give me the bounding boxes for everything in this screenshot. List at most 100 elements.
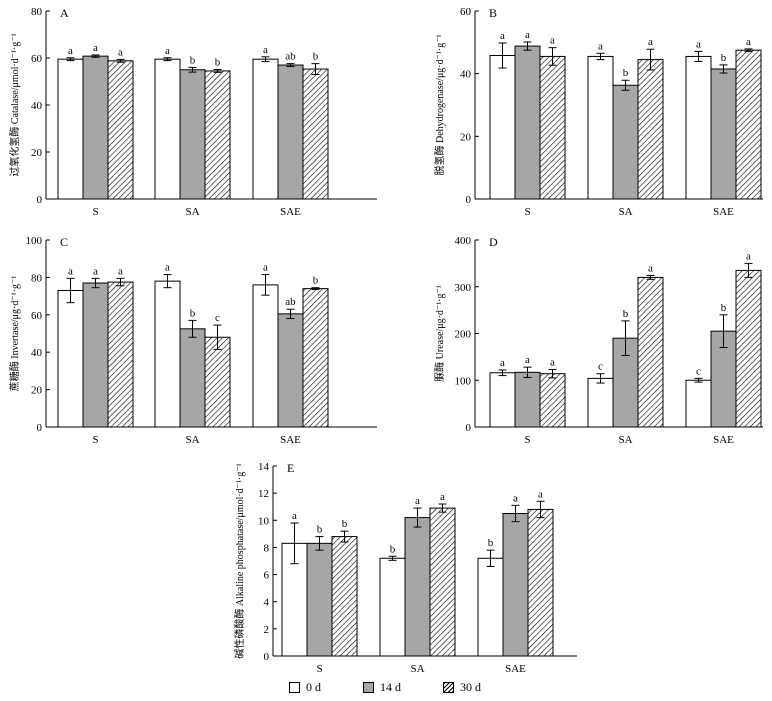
panel-D-sig-letter-SAE-0d: c xyxy=(696,365,701,377)
panel-A-ylabel: 过氧化氢酶 Catalase/μmol·d⁻¹·g⁻¹ xyxy=(8,33,21,176)
panel-E-ytick-label-4: 4 xyxy=(264,597,270,609)
panel-D-sig-letter-S-0d: a xyxy=(500,357,505,369)
panel-D-ytick-label-200: 200 xyxy=(455,329,472,341)
panel-A-ytick-label-40: 40 xyxy=(31,100,43,112)
panel-B-ytick-label-0: 0 xyxy=(466,194,472,206)
panel-C-xtick-label-S: S xyxy=(92,434,98,446)
panel-D-sig-letter-SAE-30d: a xyxy=(746,250,751,262)
panel-B-sig-letter-S-0d: a xyxy=(500,30,505,42)
panel-E-bar-SAE-30d xyxy=(527,508,554,657)
panel-C-ytick-label-0: 0 xyxy=(37,422,43,434)
panel-E-ylabel: 碱性磷酸酶 Alkaline phosphatase/μmol·d⁻¹·g⁻¹ xyxy=(233,463,246,658)
panel-E-bar-SA-0d xyxy=(379,557,406,657)
panel-C-sig-letter-SAE-30d: b xyxy=(313,275,319,287)
panel-D-bar-SAE-0d xyxy=(685,379,712,428)
panel-E-sig-letter-S-14d: b xyxy=(317,524,323,536)
panel-E-ytick-label-10: 10 xyxy=(258,515,270,527)
panel-E-sig-letter-SA-0d: b xyxy=(390,543,396,555)
panel-C-bar-SAE-0d xyxy=(252,284,279,428)
panel-B-xtick-label-SAE: SAE xyxy=(713,206,734,218)
panel-B-ytick-label-40: 40 xyxy=(460,69,472,81)
panel-B-sig-letter-SAE-30d: a xyxy=(746,36,751,48)
panel-A-xtick-label-SA: SA xyxy=(185,206,199,218)
legend-item-30d: 30 d xyxy=(443,680,481,695)
panel-A-ytick-label-0: 0 xyxy=(37,194,43,206)
panel-E-ytick-label-2: 2 xyxy=(264,624,270,636)
panel-B-bar-SA-14d xyxy=(612,84,639,200)
panel-E-sig-letter-S-30d: b xyxy=(342,518,348,530)
panel-A-ytick-label-20: 20 xyxy=(31,147,43,159)
panel-D-xtick-label-SA: SA xyxy=(618,434,632,446)
panel-C-ytick-label-80: 80 xyxy=(31,272,43,284)
panel-A-bar-SA-30d xyxy=(204,70,231,200)
panel-A-bar-SA-0d xyxy=(154,58,181,200)
panel-E-ytick-label-6: 6 xyxy=(264,570,270,582)
panel-E-xtick-label-S: S xyxy=(316,663,322,675)
panel-A-sig-letter-S-14d: a xyxy=(93,42,98,54)
panel-E-bar-SA-30d xyxy=(429,507,456,657)
panel-E-ytick-label-14: 14 xyxy=(258,461,270,473)
legend-swatch-30d xyxy=(443,681,454,693)
panel-E-ytick-label-12: 12 xyxy=(258,488,269,500)
panel-E-bar-SA-14d xyxy=(404,517,431,657)
panel-A-xtick-label-SAE: SAE xyxy=(280,206,301,218)
panel-E-sig-letter-SA-14d: a xyxy=(415,495,420,507)
panel-D-ytick-label-0: 0 xyxy=(466,422,472,434)
panel-C-ytick-label-100: 100 xyxy=(26,235,43,247)
panel-A-sig-letter-SAE-30d: b xyxy=(313,51,319,63)
panel-B-bar-SAE-14d xyxy=(710,68,737,200)
panel-A-sig-letter-SA-0d: a xyxy=(165,45,170,57)
panel-A-bar-SAE-30d xyxy=(302,68,329,200)
panel-D-bar-S-0d xyxy=(489,372,516,428)
legend-swatch-14d xyxy=(363,681,374,693)
panel-C-ylabel: 蔗糖酶 Invertase/μg·d⁻¹·g⁻¹ xyxy=(8,276,21,392)
panel-D-bar-S-30d xyxy=(539,373,566,428)
panel-D-ytick-label-400: 400 xyxy=(455,235,472,247)
panel-C-bar-S-0d xyxy=(57,289,84,428)
legend-swatch-0d xyxy=(289,681,300,693)
panel-A-sig-letter-S-0d: a xyxy=(68,45,73,57)
panel-E-sig-letter-SAE-14d: a xyxy=(513,492,518,504)
panel-E-xtick-label-SA: SA xyxy=(410,663,424,675)
panel-C-ytick-label-20: 20 xyxy=(31,385,43,397)
panel-B-sig-letter-S-14d: a xyxy=(525,29,530,41)
panel-B-sig-letter-SA-0d: a xyxy=(598,40,603,52)
panel-B-bar-SAE-0d xyxy=(685,55,712,200)
panel-C-xtick-label-SA: SA xyxy=(185,434,199,446)
panel-B-bar-SA-30d xyxy=(637,59,664,200)
panel-D-sig-letter-SA-14d: b xyxy=(623,308,629,320)
panel-B-sig-letter-S-30d: a xyxy=(550,35,555,47)
panel-A-sig-letter-S-30d: a xyxy=(118,46,123,58)
panel-E-sig-letter-SAE-0d: b xyxy=(488,537,494,549)
panel-A-xtick-label-S: S xyxy=(92,206,98,218)
panel-B-ytick-label-20: 20 xyxy=(460,131,472,143)
panel-A-bar-SA-14d xyxy=(179,69,206,200)
legend: 0 d 14 d 30 d xyxy=(289,678,523,696)
panel-B-bar-SAE-30d xyxy=(735,49,762,200)
panel-D-sig-letter-S-14d: a xyxy=(525,354,530,366)
panel-E-bar-SAE-0d xyxy=(477,557,504,657)
panel-D-letter: D xyxy=(489,235,498,249)
panel-D-ytick-label-100: 100 xyxy=(455,375,472,387)
panel-E-bar-S-14d xyxy=(306,542,333,657)
panel-B-xtick-label-SA: SA xyxy=(618,206,632,218)
panel-C-letter: C xyxy=(60,235,68,249)
panel-C-xtick-label-SAE: SAE xyxy=(280,434,301,446)
panel-A-sig-letter-SA-30d: b xyxy=(215,57,221,69)
legend-item-0d: 0 d xyxy=(289,680,321,695)
panel-B-bar-S-0d xyxy=(489,54,516,200)
panel-C-sig-letter-S-30d: a xyxy=(118,265,123,277)
panel-C-ytick-label-60: 60 xyxy=(31,310,43,322)
panel-C-bar-SAE-30d xyxy=(302,288,329,428)
panel-B-ylabel: 脱氢酶 Dehydrogenase/μg·d⁻¹·g⁻¹ xyxy=(433,34,446,175)
panel-C-bar-SA-30d xyxy=(204,336,231,428)
panel-C-sig-letter-SA-30d: c xyxy=(215,312,220,324)
panel-B-sig-letter-SAE-14d: b xyxy=(721,52,727,64)
panel-B-letter: B xyxy=(489,6,497,20)
panel-D-ytick-label-300: 300 xyxy=(455,282,472,294)
panel-B-sig-letter-SAE-0d: a xyxy=(696,38,701,50)
legend-label-30d: 30 d xyxy=(460,679,481,694)
panel-D-bar-S-14d xyxy=(514,371,541,428)
legend-label-14d: 14 d xyxy=(380,679,401,694)
panel-C-sig-letter-SA-14d: b xyxy=(190,307,196,319)
